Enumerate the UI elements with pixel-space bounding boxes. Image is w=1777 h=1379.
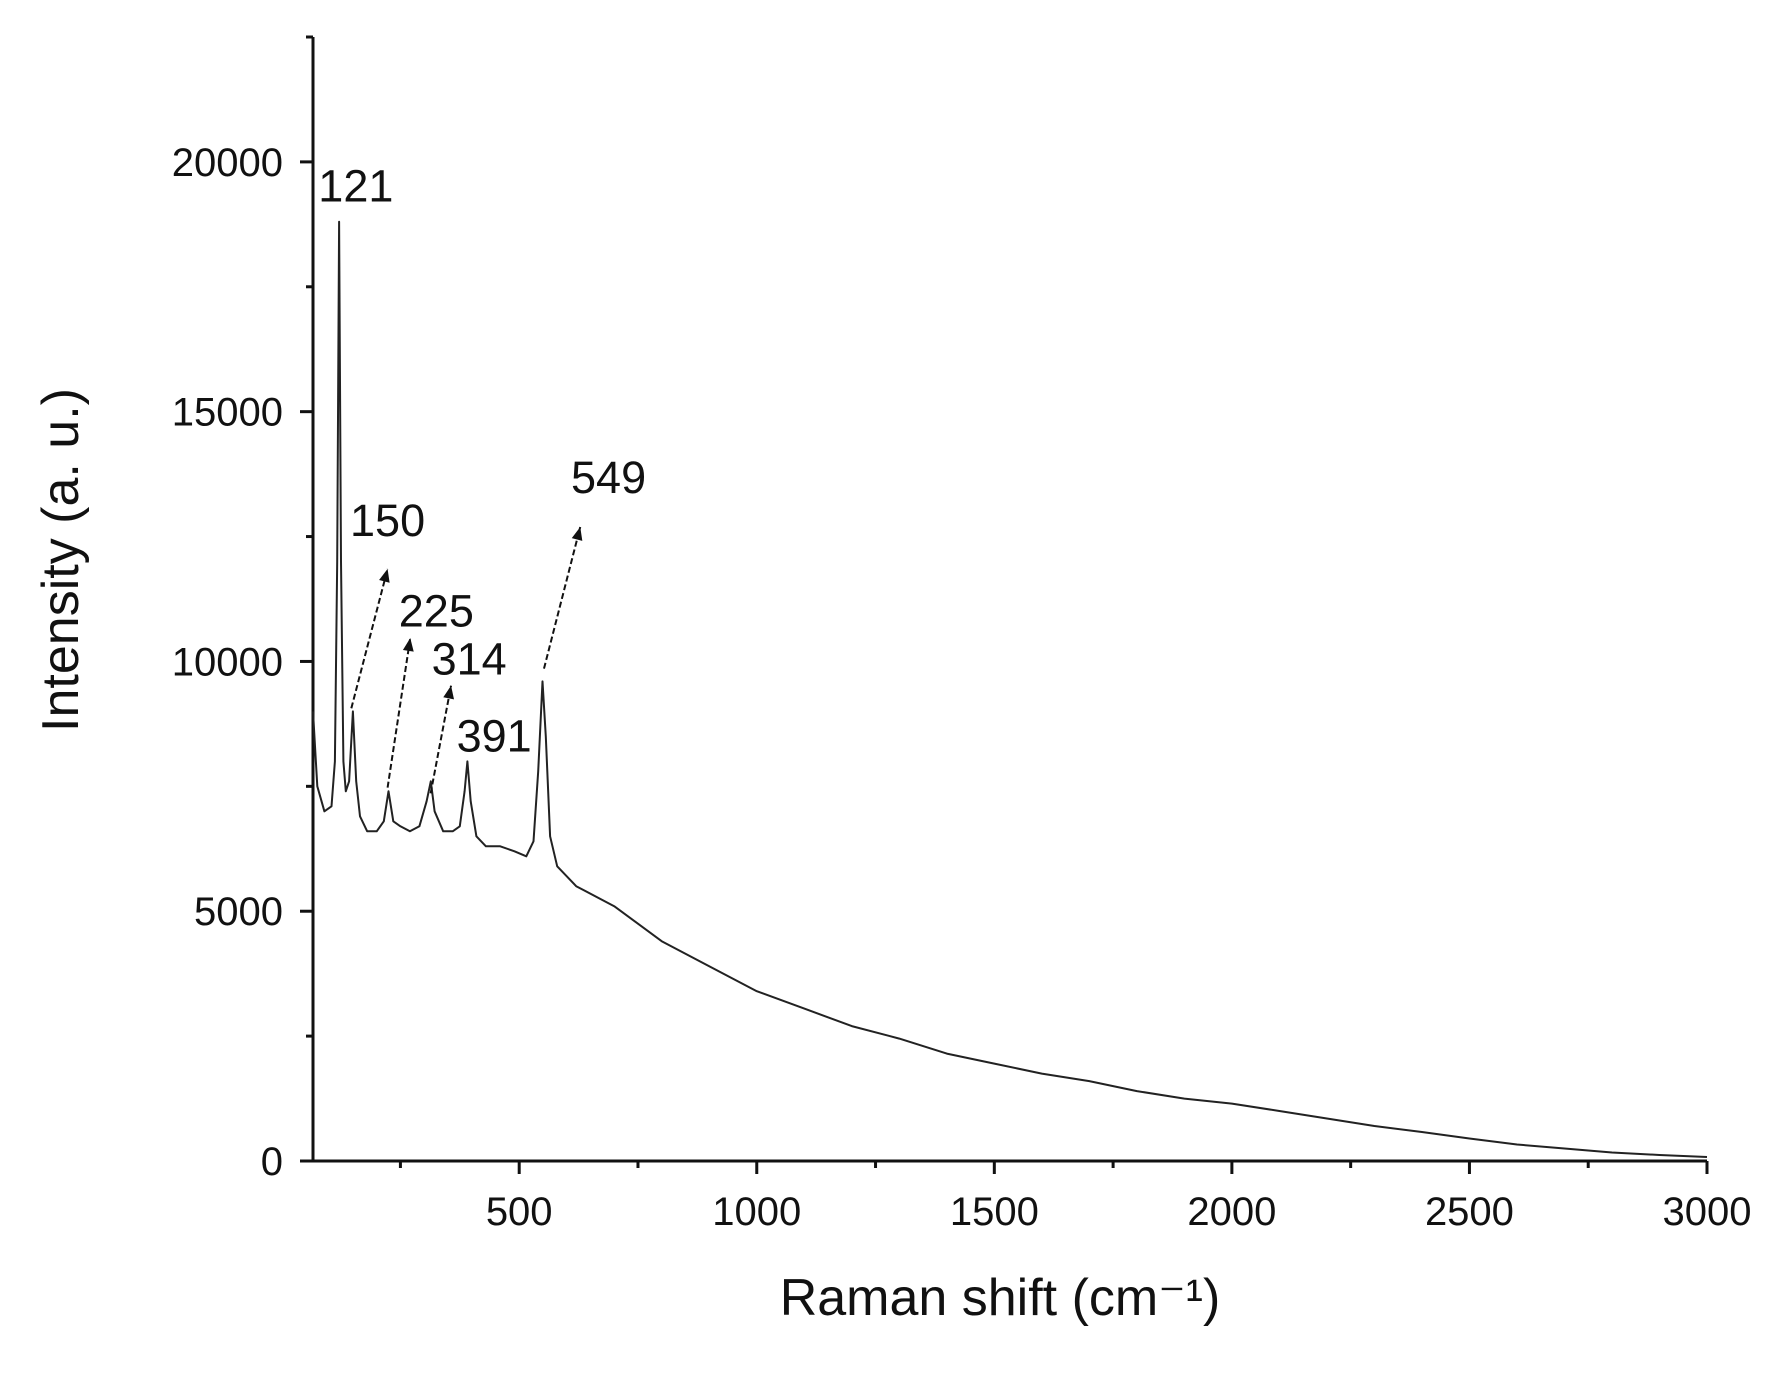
annotation-arrow [386,637,412,788]
arrow-head [379,568,390,583]
peak-label: 150 [350,495,425,546]
x-tick-label: 2500 [1425,1190,1514,1234]
arrow-head [443,685,455,700]
peak-label: 225 [399,586,474,637]
x-tick-label: 3000 [1663,1190,1752,1234]
x-tick-label: 500 [486,1190,553,1234]
peak-label: 549 [571,452,646,503]
annotation-arrow [429,685,453,794]
x-axis-title: Raman shift (cm⁻¹) [780,1269,1221,1327]
annotation-arrow [543,526,582,669]
peak-label: 121 [318,161,393,212]
arrow-head [571,526,583,541]
arrow-head [402,638,414,652]
y-tick-label: 0 [261,1140,283,1184]
annotation-arrow [350,568,389,709]
x-tick-label: 1500 [950,1190,1039,1234]
y-tick-label: 20000 [172,141,283,185]
spectrum-line [312,220,1708,1158]
y-tick-label: 5000 [194,890,283,934]
peak-label: 314 [432,633,507,684]
x-tick-label: 1000 [712,1190,801,1234]
x-tick-label: 2000 [1187,1190,1276,1234]
y-axis-title: Intensity (a. u.) [32,388,90,732]
y-tick-label: 10000 [172,640,283,684]
y-tick-label: 15000 [172,391,283,435]
peak-label: 391 [457,710,532,761]
